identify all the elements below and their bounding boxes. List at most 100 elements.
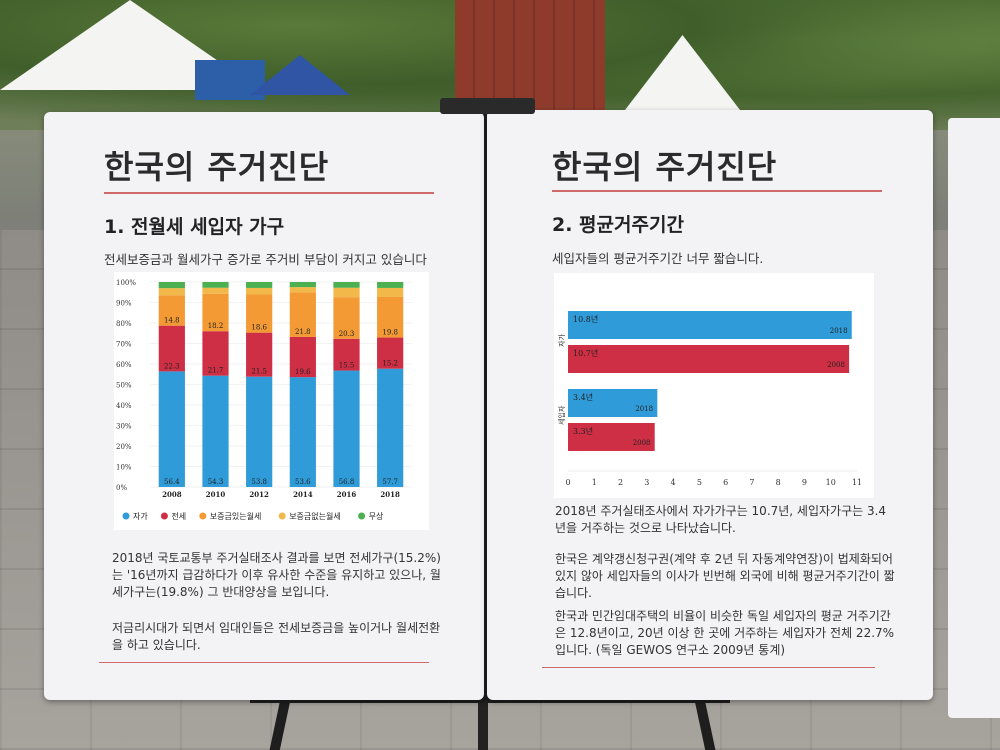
right-poster-board: 한국의 주거진단 2. 평균거주기간 세입자들의 평균거주기간 너무 짧습니다.…	[487, 110, 933, 700]
section-title: 2. 평균거주기간	[552, 214, 684, 236]
horizontal-bar-chart-panel: 0 1 2 3 4 5 6 7 8 9 10 11 자가 10.8년 2018 10.7년 2008 세입자 3.4…	[554, 273, 874, 498]
x-tick-label: 2012	[249, 490, 269, 499]
bar-segment-보증금없는월세	[246, 287, 273, 295]
data-label: 56.8	[339, 478, 355, 486]
x-tick-label: 3	[644, 478, 649, 487]
x-tick-label: 1	[592, 478, 597, 487]
legend-marker	[199, 512, 207, 520]
bar	[568, 345, 850, 373]
bar-segment-보증금있는월세	[289, 292, 316, 337]
bar-segment-자가	[202, 375, 229, 487]
group-label: 세입자	[557, 405, 566, 425]
title-divider	[552, 190, 882, 192]
legend-label: 전세	[171, 511, 186, 521]
bar-segment-무상	[289, 282, 316, 288]
section-lead: 세입자들의 평균거주기간 너무 짧습니다.	[552, 251, 764, 266]
data-label: 14.8	[164, 317, 180, 325]
data-label: 19.8	[382, 329, 398, 337]
y-tick-label: 10%	[116, 464, 132, 472]
title-divider	[104, 192, 434, 194]
x-tick-label: 6	[723, 478, 728, 487]
left-poster-board: 한국의 주거진단 1. 전월세 세입자 가구 전세보증금과 월세가구 증가로 주…	[44, 112, 484, 700]
bar-segment-보증금있는월세	[246, 294, 273, 333]
bar-segment-보증금없는월세	[289, 287, 316, 293]
x-tick-label: 2016	[337, 490, 357, 499]
y-tick-label: 60%	[116, 361, 132, 369]
bar-segment-자가	[158, 371, 185, 487]
board-title: 한국의 주거진단	[552, 148, 778, 186]
bar-segment-전세	[202, 331, 229, 376]
section-title: 1. 전월세 세입자 가구	[104, 216, 285, 238]
bar-segment-자가	[377, 368, 404, 487]
bar-segment-무상	[377, 282, 404, 288]
bar-value-label: 3.3년	[573, 426, 593, 436]
stacked-bar-chart: 0% 10% 20% 30% 40% 50% 60% 70% 80% 90% 100% 56.4 22.…	[116, 279, 412, 521]
x-tick-label: 2014	[293, 490, 313, 499]
background-building	[455, 0, 605, 110]
data-label: 21.8	[295, 328, 311, 336]
y-tick-label: 20%	[116, 443, 132, 451]
data-label: 18.2	[208, 322, 224, 330]
bar-segment-자가	[333, 370, 360, 487]
bar-value-label: 3.4년	[573, 392, 593, 402]
bar-value-label: 10.7년	[573, 348, 598, 358]
y-tick-label: 80%	[116, 320, 132, 328]
data-label: 18.6	[251, 324, 267, 332]
bar-segment-전세	[377, 337, 404, 369]
x-tick-label: 5	[697, 478, 702, 487]
paragraph: 2018년 주거실태조사에서 자가가구는 10.7년, 세입자가구는 3.4년을…	[555, 504, 887, 535]
y-tick-label: 50%	[116, 382, 132, 390]
bar-segment-자가	[289, 377, 316, 487]
bar-year-label: 2008	[633, 439, 651, 447]
bar-segment-무상	[333, 282, 360, 288]
bar-segment-보증금없는월세	[158, 288, 185, 296]
adjacent-board-edge	[948, 118, 1000, 718]
x-tick-label: 8	[776, 478, 781, 487]
data-label: 20.3	[339, 330, 355, 338]
legend-marker	[122, 512, 130, 520]
data-label: 57.7	[382, 478, 398, 486]
bar-segment-전세	[333, 338, 360, 371]
stacked-bar-chart-panel: 0% 10% 20% 30% 40% 50% 60% 70% 80% 90% 100% 56.4 22.…	[114, 272, 429, 530]
x-tick-label: 11	[852, 478, 862, 487]
x-tick-label: 2010	[206, 490, 226, 499]
bar	[568, 389, 658, 417]
legend-marker	[278, 512, 286, 520]
data-label: 21.5	[251, 368, 267, 376]
data-label: 15.2	[382, 360, 398, 368]
bar-segment-전세	[289, 336, 316, 378]
data-label: 21.7	[208, 367, 224, 375]
x-tick-label: 0	[565, 478, 570, 487]
paragraph: 저금리시대가 되면서 임대인들은 전세보증금을 높이거나 월세전환을 하고 있습…	[112, 621, 441, 652]
paragraph: 2018년 국토교통부 주거실태조사 결과를 보면 전세가구(15.2%)는 '…	[112, 551, 441, 599]
legend-label: 자가	[133, 512, 148, 521]
bar-year-label: 2008	[827, 361, 845, 369]
bar-segment-보증금있는월세	[202, 293, 229, 332]
legend-label: 무상	[369, 511, 384, 521]
x-tick-label: 10	[826, 478, 836, 487]
legend-label: 보증금있는월세	[210, 511, 262, 521]
data-label: 22.3	[164, 362, 180, 370]
data-label: 54.3	[208, 478, 224, 486]
legend-label: 보증금없는월세	[289, 511, 341, 521]
horizontal-bar-chart: 0 1 2 3 4 5 6 7 8 9 10 11 자가 10.8년 2018 10.7년 2008 세입자 3.4…	[557, 311, 862, 487]
bar-segment-전세	[158, 325, 185, 372]
paragraph: 한국은 계약갱신청구권(계약 후 2년 뒤 자동계약연장)이 법제화되어있지 않…	[555, 552, 895, 600]
x-tick-label: 7	[749, 478, 754, 487]
x-tick-label: 2018	[380, 490, 400, 499]
legend-marker	[160, 512, 168, 520]
x-tick-label: 4	[671, 478, 676, 487]
section-lead: 전세보증금과 월세가구 증가로 주거비 부담이 커지고 있습니다	[104, 252, 427, 267]
bar-segment-무상	[246, 282, 273, 288]
bar	[568, 311, 852, 339]
x-tick-label: 2008	[162, 490, 182, 499]
bar-segment-보증금있는월세	[377, 296, 404, 338]
bar-segment-보증금없는월세	[333, 287, 360, 298]
board-title: 한국의 주거진단	[104, 148, 330, 186]
easel-clip	[440, 98, 535, 114]
y-tick-label: 70%	[116, 341, 132, 349]
data-label: 19.6	[295, 368, 311, 376]
footer-divider	[542, 667, 875, 668]
bar-segment-자가	[246, 376, 273, 487]
bar-value-label: 10.8년	[573, 314, 598, 324]
